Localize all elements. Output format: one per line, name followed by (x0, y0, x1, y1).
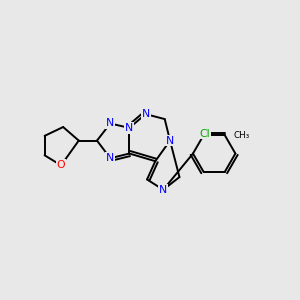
Text: N: N (106, 118, 114, 128)
Text: Cl: Cl (200, 129, 210, 139)
Text: CH₃: CH₃ (234, 131, 250, 140)
Text: N: N (142, 109, 150, 119)
Text: N: N (125, 123, 134, 133)
Text: O: O (57, 160, 65, 170)
Text: N: N (159, 185, 167, 195)
Text: N: N (106, 153, 114, 163)
Text: N: N (166, 136, 174, 146)
